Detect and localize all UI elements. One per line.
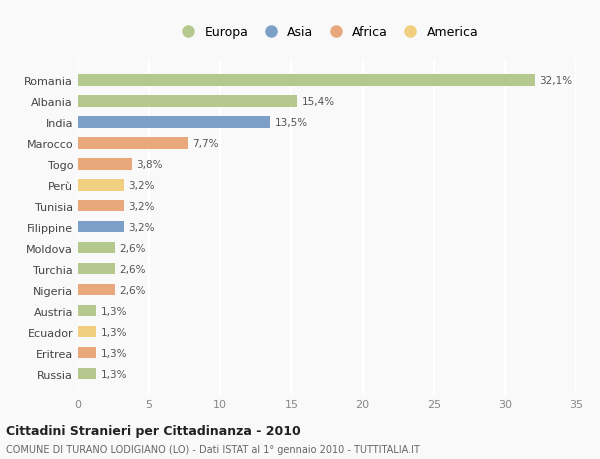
Bar	[78, 242, 115, 254]
Bar	[78, 201, 124, 212]
Text: COMUNE DI TURANO LODIGIANO (LO) - Dati ISTAT al 1° gennaio 2010 - TUTTITALIA.IT: COMUNE DI TURANO LODIGIANO (LO) - Dati I…	[6, 444, 420, 454]
Bar	[78, 179, 124, 191]
Text: 2,6%: 2,6%	[119, 285, 146, 295]
Text: 7,7%: 7,7%	[192, 139, 218, 148]
Text: 3,2%: 3,2%	[128, 222, 154, 232]
Text: 13,5%: 13,5%	[274, 118, 307, 128]
Text: 1,3%: 1,3%	[101, 348, 127, 358]
Text: 3,2%: 3,2%	[128, 202, 154, 211]
Text: 2,6%: 2,6%	[119, 264, 146, 274]
Text: 1,3%: 1,3%	[101, 306, 127, 316]
Bar	[78, 159, 132, 170]
Bar	[78, 75, 535, 86]
Bar	[78, 368, 97, 380]
Bar	[78, 284, 115, 296]
Text: 1,3%: 1,3%	[101, 369, 127, 379]
Legend: Europa, Asia, Africa, America: Europa, Asia, Africa, America	[172, 22, 482, 43]
Bar	[78, 138, 188, 149]
Bar	[78, 326, 97, 338]
Bar	[78, 263, 115, 275]
Text: 3,2%: 3,2%	[128, 180, 154, 190]
Text: 3,8%: 3,8%	[136, 159, 163, 169]
Bar	[78, 117, 270, 128]
Bar	[78, 305, 97, 317]
Text: 2,6%: 2,6%	[119, 243, 146, 253]
Text: Cittadini Stranieri per Cittadinanza - 2010: Cittadini Stranieri per Cittadinanza - 2…	[6, 424, 301, 437]
Text: 32,1%: 32,1%	[539, 76, 572, 86]
Bar	[78, 96, 297, 107]
Text: 1,3%: 1,3%	[101, 327, 127, 337]
Text: 15,4%: 15,4%	[301, 96, 335, 106]
Bar	[78, 221, 124, 233]
Bar	[78, 347, 97, 358]
